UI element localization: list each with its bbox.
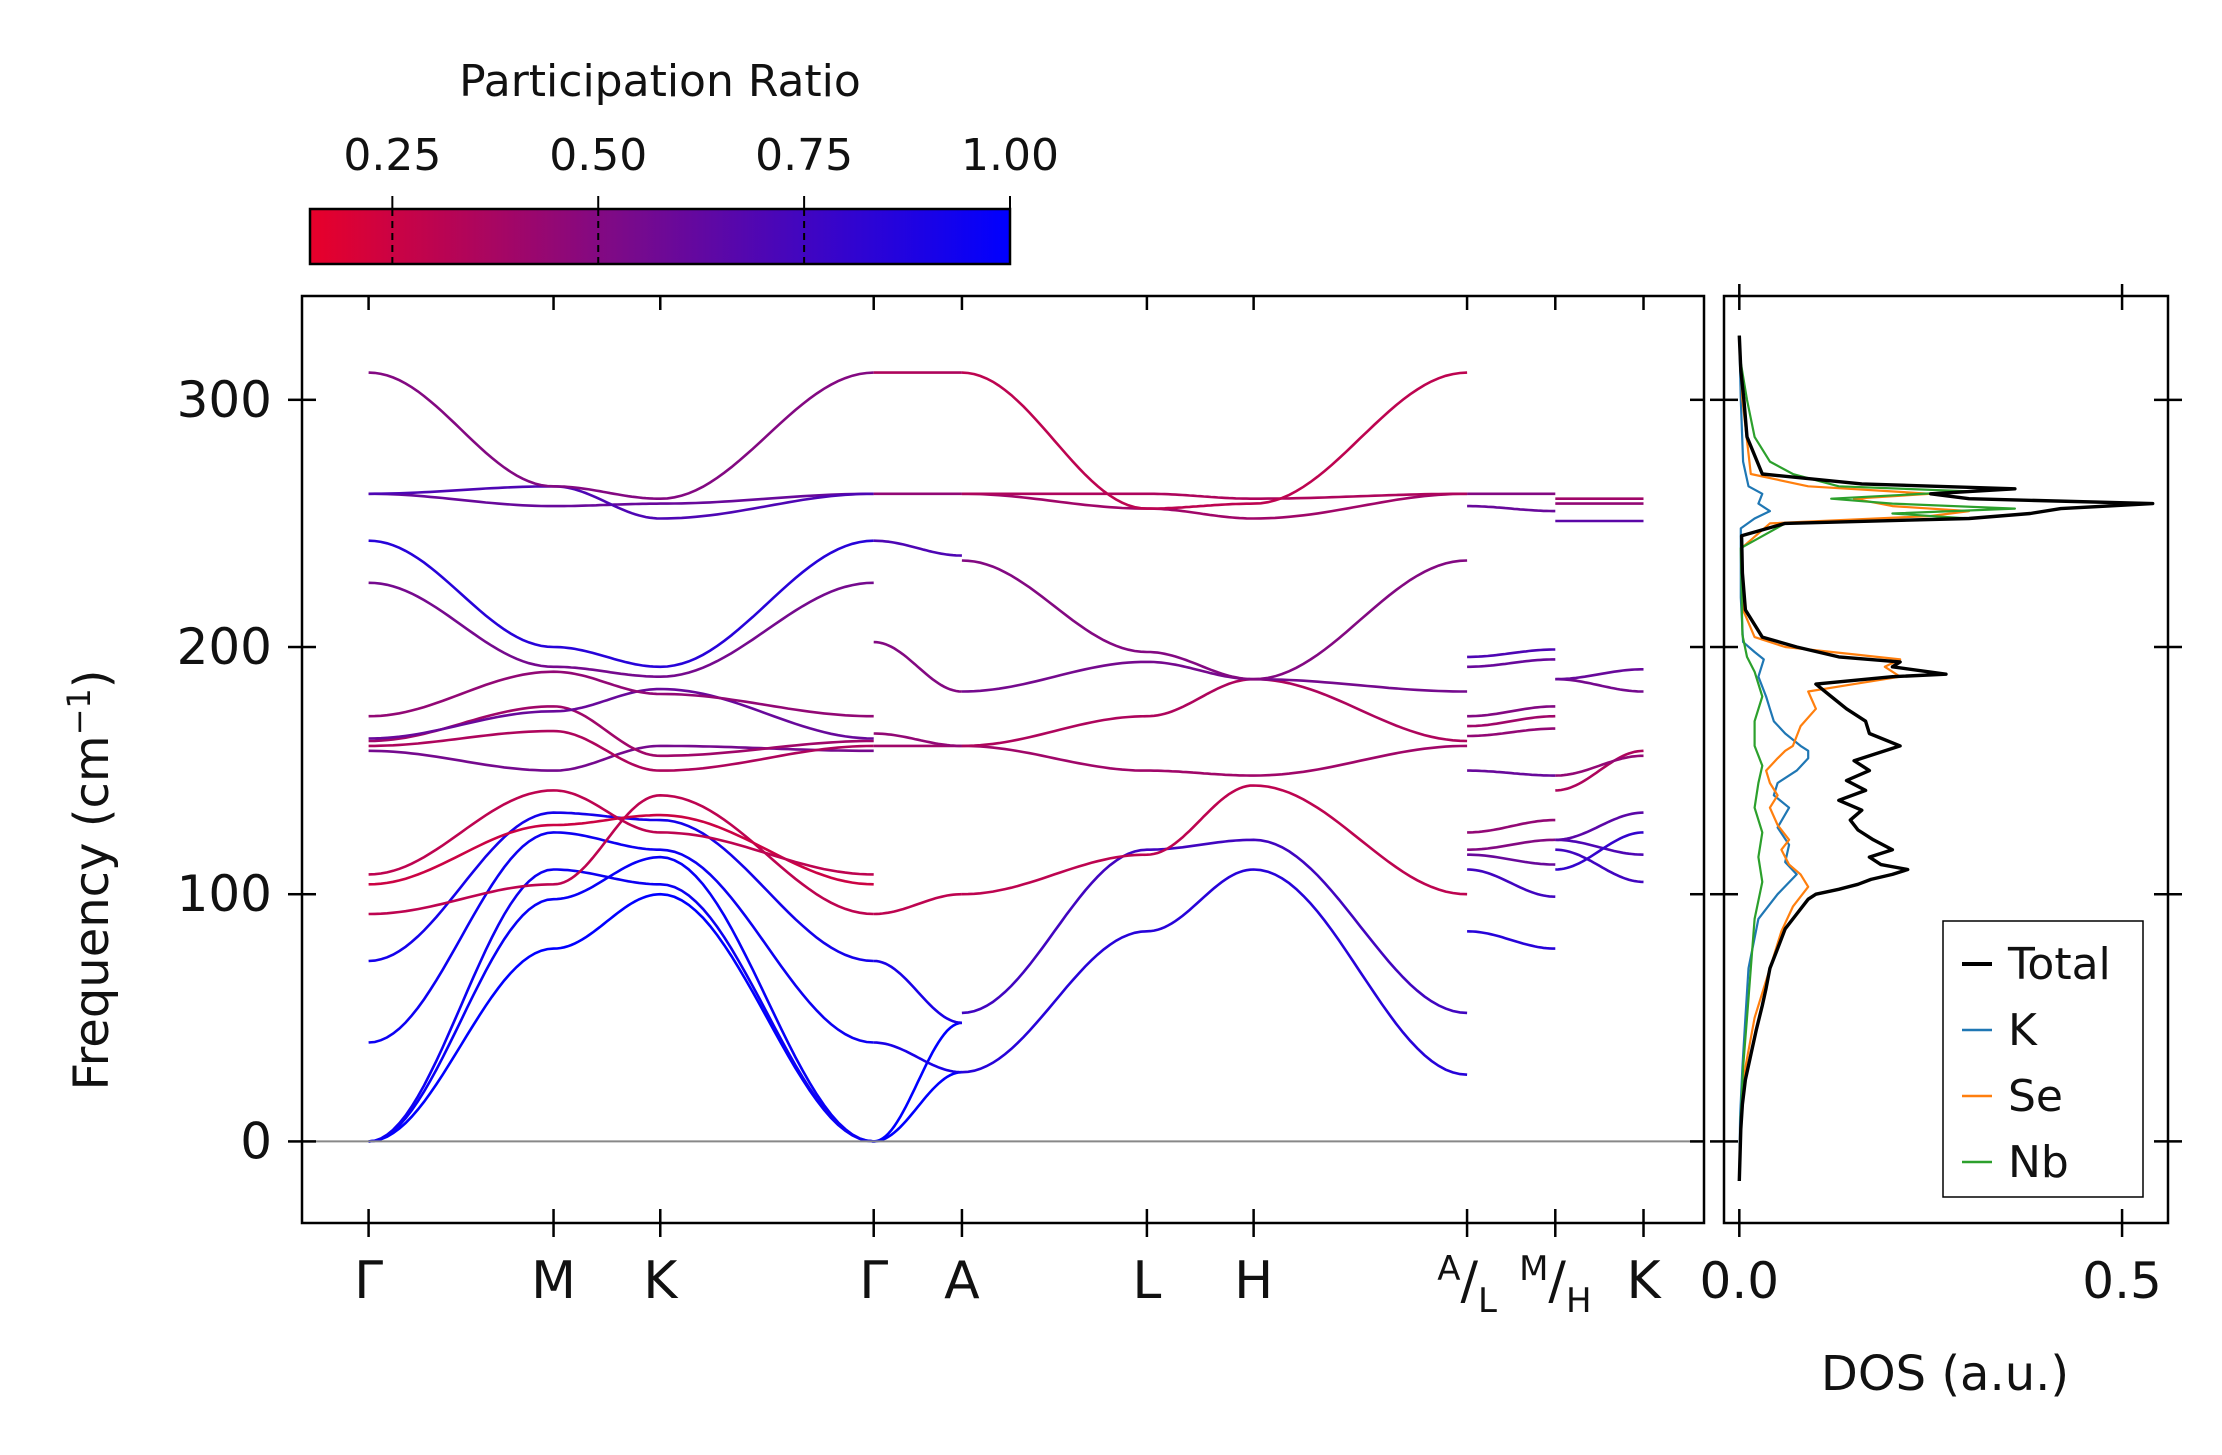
phonon-band-line xyxy=(1467,818,1556,834)
x-tick-label: A xyxy=(944,1251,980,1311)
phonon-band-line xyxy=(961,371,1468,510)
phonon-band-line xyxy=(873,640,962,693)
legend-label: Se xyxy=(2008,1071,2063,1122)
phonon-band-line xyxy=(961,492,1468,520)
phonon-band-line xyxy=(961,868,1468,1076)
phonon-band-line xyxy=(1467,504,1556,513)
phonon-band-line xyxy=(1555,838,1644,856)
phonon-band-line xyxy=(368,539,874,669)
colorbar-tick-label: 0.50 xyxy=(549,130,647,181)
ylabel-close: ) xyxy=(64,669,120,688)
phonon-band-line xyxy=(368,793,874,916)
phonon-band-line xyxy=(368,670,874,718)
colorbar-tick-label: 0.25 xyxy=(343,130,441,181)
colorbar-gradient xyxy=(308,207,1012,266)
phonon-band-line xyxy=(1555,831,1644,871)
legend-label: K xyxy=(2008,1005,2038,1056)
phonon-band-line xyxy=(1555,811,1644,842)
phonon-band-line xyxy=(368,811,874,963)
phonon-band-line xyxy=(1467,658,1556,669)
ylabel-main: Frequency (cm xyxy=(64,735,120,1090)
phonon-band-line xyxy=(873,1021,963,1143)
phonon-band-line xyxy=(368,484,874,520)
phonon-band-line xyxy=(1467,853,1556,866)
phonon-band-line xyxy=(1467,930,1556,950)
phonon-band-line xyxy=(873,732,962,748)
dos-legend: Total K Se Nb xyxy=(1942,920,2144,1198)
dos-x-tick-label: 0.5 xyxy=(2082,1252,2162,1310)
y-tick-label: 200 xyxy=(177,618,272,676)
phonon-band-line xyxy=(1467,868,1556,898)
ylabel-superscript: −1 xyxy=(60,688,98,735)
dos-line-se xyxy=(1738,335,1971,1182)
phonon-band-line xyxy=(1467,705,1556,718)
y-tick-label: 100 xyxy=(177,865,272,923)
x-tick-label: Γ xyxy=(859,1251,888,1311)
dos-axis-label: DOS (a.u.) xyxy=(1821,1346,2069,1402)
phonon-band-line xyxy=(873,1070,962,1143)
x-tick-label: M/H xyxy=(1519,1249,1591,1321)
colorbar-tick-label: 0.75 xyxy=(755,130,853,181)
phonon-band-line xyxy=(368,492,874,508)
colorbar-tick-label: 1.00 xyxy=(961,130,1059,181)
dos-x-tick-label: 0.0 xyxy=(1700,1252,1780,1310)
phonon-band-line xyxy=(1555,754,1644,777)
y-tick-label: 0 xyxy=(240,1112,272,1170)
phonon-band-line xyxy=(368,868,874,1143)
phonon-band-line xyxy=(1467,648,1556,659)
phonon-band-line xyxy=(873,959,962,1025)
phonon-band-line xyxy=(368,729,874,772)
phonon-band-line xyxy=(961,660,1468,693)
phonon-band-line xyxy=(1555,749,1644,792)
phonon-band-line xyxy=(1555,668,1644,681)
phonon-band-line xyxy=(1467,727,1556,738)
phonon-band-line xyxy=(368,892,874,1143)
phonon-band-line xyxy=(368,813,874,886)
legend-box xyxy=(1942,920,2144,1198)
phonon-band-line xyxy=(368,789,874,876)
band-axes-frame xyxy=(300,294,1706,1225)
x-tick-label: Γ xyxy=(354,1251,383,1311)
phonon-band-line xyxy=(961,559,1468,681)
x-tick-label: H xyxy=(1234,1251,1273,1311)
x-tick-label: K xyxy=(1626,1251,1662,1311)
phonon-band-line xyxy=(961,677,1468,748)
phonon-band-line xyxy=(873,1041,962,1074)
phonon-band-line xyxy=(873,892,962,916)
dos-line-total xyxy=(1737,335,2155,1182)
colorbar-title: Participation Ratio xyxy=(459,56,861,107)
x-tick-label: L xyxy=(1132,1251,1161,1311)
dos-axes-frame xyxy=(1722,294,2170,1225)
colorbar: Participation Ratio 0.25 0.50 0.75 1.00 xyxy=(308,56,1059,266)
phonon-band-line xyxy=(368,371,874,500)
phonon-band-line xyxy=(368,855,874,1143)
dos-line-k xyxy=(1738,335,1810,1182)
phonon-band-line xyxy=(1467,769,1556,777)
x-tick-label: K xyxy=(643,1251,679,1311)
x-tick-label: A/L xyxy=(1437,1249,1497,1321)
phonon-band-line xyxy=(1555,848,1644,884)
phonon-band-line xyxy=(961,784,1468,896)
phonon-band-line xyxy=(873,539,962,557)
phonon-band-line xyxy=(1555,677,1644,693)
legend-label: Nb xyxy=(2008,1137,2069,1188)
phonon-band-line xyxy=(961,838,1468,1015)
phonon-band-line xyxy=(368,687,874,740)
dos-panel: 0.0 0.5 DOS (a.u.) Total K Se Nb xyxy=(1700,284,2182,1402)
phonon-band-line xyxy=(961,492,1468,500)
phonon-band-line xyxy=(1467,838,1556,851)
y-tick-label: 300 xyxy=(177,371,272,429)
x-tick-label: M xyxy=(531,1251,576,1311)
phonon-band-line xyxy=(1467,714,1556,728)
phonon-band-line xyxy=(368,581,874,678)
legend-label: Total xyxy=(2007,939,2111,990)
frequency-axis-label: Frequency (cm−1) xyxy=(60,669,120,1090)
phonon-band-line xyxy=(961,744,1468,777)
